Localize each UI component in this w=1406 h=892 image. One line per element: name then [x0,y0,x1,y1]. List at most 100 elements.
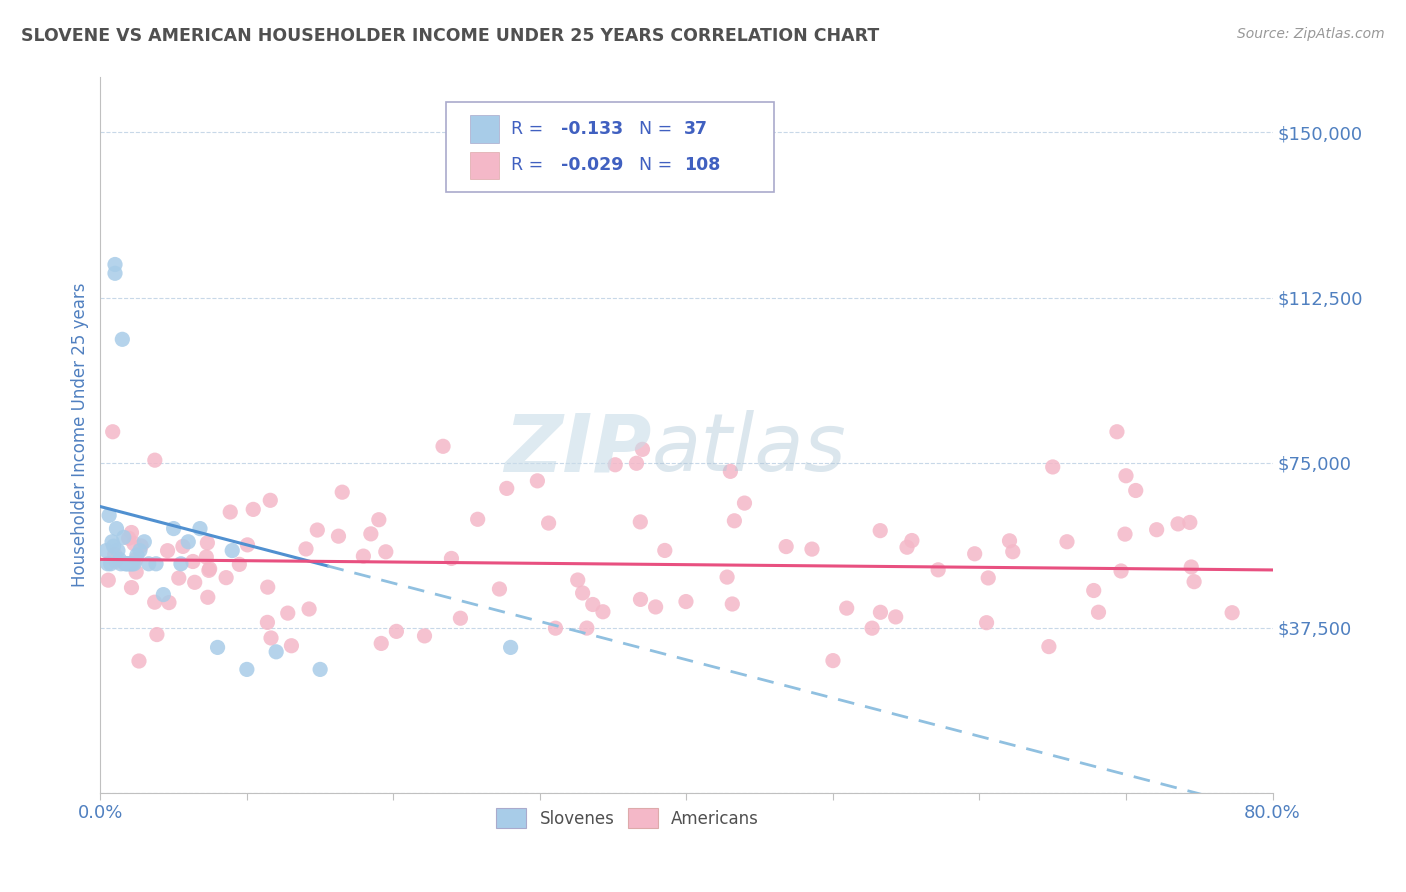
Point [170,557,193,571]
Point [107,543,129,558]
Point [221,543,243,558]
Point [215,571,238,585]
Point [1167,516,1189,531]
Point [167,571,190,585]
Point [112,530,135,544]
Point [177,534,200,549]
Point [449,611,471,625]
Point [1083,583,1105,598]
Point [138,557,160,571]
Point [195,549,218,564]
Point [1109,564,1132,578]
Point [869,605,891,619]
Point [801,542,824,557]
Point [654,543,676,558]
Point [104,266,127,280]
Point [1178,516,1201,530]
Point [370,636,392,650]
Point [367,513,389,527]
Point [103,539,125,553]
Point [256,615,278,630]
Point [526,474,548,488]
Point [259,493,281,508]
Point [198,562,221,576]
Point [111,332,134,346]
Point [188,522,211,536]
Point [901,533,924,548]
Point [162,522,184,536]
Point [1180,560,1202,574]
Text: ZIP: ZIP [503,410,651,488]
Point [884,610,907,624]
Point [207,640,229,655]
Point [605,458,627,472]
Point [143,595,166,609]
Point [1125,483,1147,498]
Point [236,538,259,552]
Point [328,529,350,543]
Point [374,545,396,559]
Point [121,525,143,540]
Point [105,522,128,536]
Point [260,631,283,645]
Point [440,551,463,566]
Point [309,662,332,676]
Point [628,515,651,529]
Point [129,539,152,553]
Point [115,557,138,571]
Point [264,645,287,659]
Point [100,557,122,571]
Point [495,482,517,496]
Point [821,654,844,668]
Text: R =: R = [510,120,548,138]
Point [110,557,132,571]
Point [592,605,614,619]
Point [97,557,120,571]
Point [1087,605,1109,619]
Point [835,601,858,615]
Point [145,557,167,571]
Point [631,442,654,457]
Point [98,508,121,523]
Point [128,654,150,668]
Point [117,557,139,571]
Point [1114,527,1136,541]
Point [120,557,142,571]
Point [571,586,593,600]
Point [183,575,205,590]
Point [721,597,744,611]
Point [125,565,148,579]
Point [242,502,264,516]
Point [544,621,567,635]
Point [280,639,302,653]
Text: -0.029: -0.029 [561,156,623,174]
Point [122,537,145,551]
Point [432,439,454,453]
Point [121,557,143,571]
Point [96,543,118,558]
Point [298,602,321,616]
Point [626,456,648,470]
Point [860,621,883,635]
Point [114,557,136,571]
Point [499,640,522,655]
Y-axis label: Householder Income Under 25 years: Householder Income Under 25 years [72,283,89,587]
Point [1001,545,1024,559]
Text: Source: ZipAtlas.com: Source: ZipAtlas.com [1237,27,1385,41]
Text: R =: R = [510,156,548,174]
Point [1056,534,1078,549]
FancyBboxPatch shape [470,152,499,179]
Point [467,512,489,526]
Point [927,563,949,577]
Point [976,615,998,630]
Point [644,599,666,614]
Point [134,534,156,549]
Point [97,573,120,587]
Point [716,570,738,584]
Point [718,464,741,478]
Point [413,629,436,643]
Point [977,571,1000,585]
Point [567,573,589,587]
Point [101,534,124,549]
Point [575,621,598,635]
